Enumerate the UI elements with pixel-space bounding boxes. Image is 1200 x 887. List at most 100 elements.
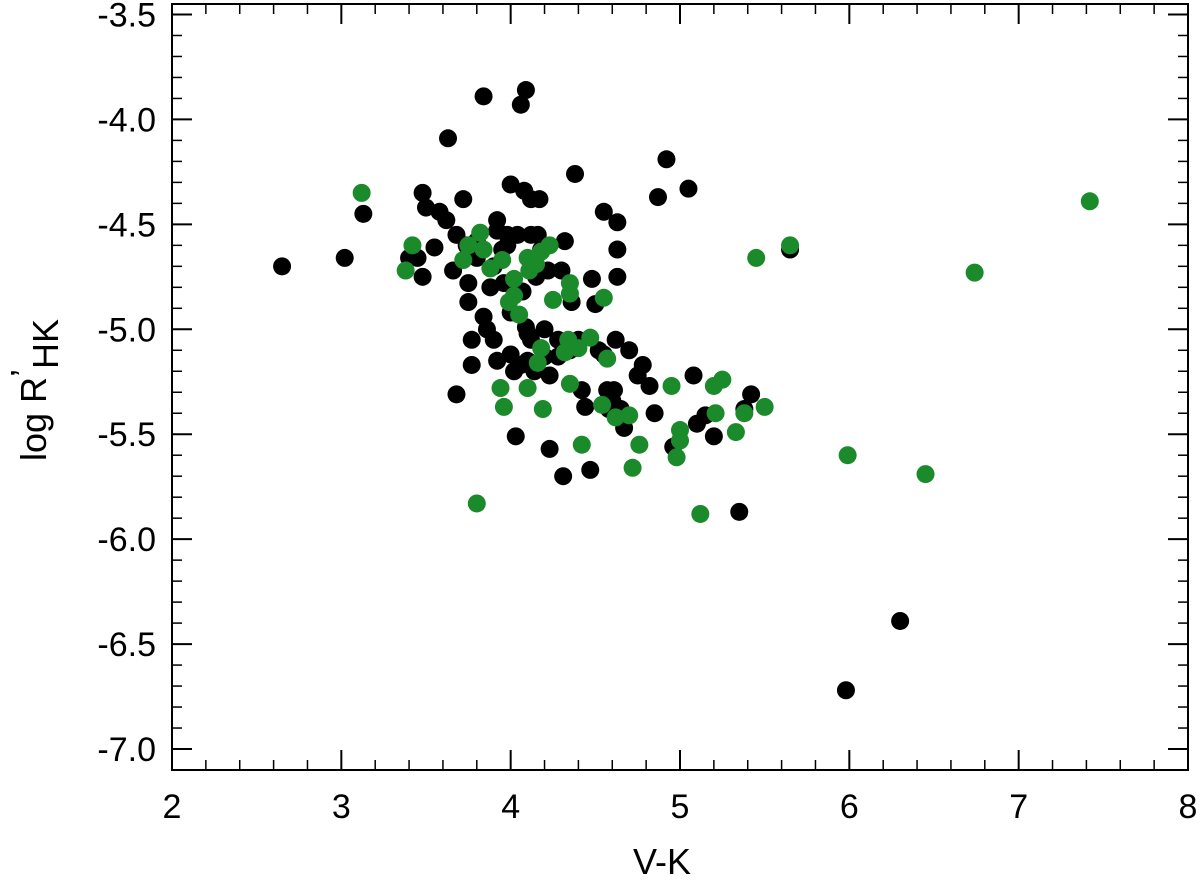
black-data-point — [742, 385, 761, 404]
black-data-point — [836, 681, 855, 700]
x-tick-label: 6 — [840, 788, 859, 826]
black-data-point — [594, 202, 613, 221]
black-data-point — [437, 211, 456, 230]
black-data-point — [576, 397, 595, 416]
black-data-point — [582, 269, 601, 288]
x-axis-title: V-K — [633, 841, 691, 882]
x-tick-label: 8 — [1179, 788, 1198, 826]
black-data-point — [481, 278, 500, 297]
black-data-point — [566, 164, 585, 183]
y-axis-title-sub: HK — [25, 319, 66, 369]
black-data-point — [508, 225, 527, 244]
black-data-point — [474, 87, 493, 106]
green-data-point — [471, 223, 490, 242]
y-tick-label: -7.0 — [97, 731, 156, 769]
black-data-point — [679, 179, 698, 198]
black-data-point — [604, 381, 623, 400]
y-tick-label: -5.0 — [97, 311, 156, 349]
y-axis-title: log R’HK — [3, 319, 66, 461]
green-data-point — [528, 353, 547, 372]
black-data-point — [891, 611, 910, 630]
green-data-point — [755, 397, 774, 416]
green-data-point — [747, 248, 766, 267]
green-data-point — [544, 290, 562, 309]
black-data-point — [704, 427, 723, 446]
green-data-point — [540, 236, 559, 255]
axis-ticks — [171, 4, 1189, 771]
black-data-point — [552, 261, 571, 280]
green-data-point — [493, 251, 512, 270]
green-data-point — [505, 286, 524, 305]
x-tick-label: 7 — [1009, 788, 1028, 826]
green-data-point — [467, 494, 486, 513]
y-axis-title-main: log R — [13, 377, 54, 461]
black-data-point — [528, 225, 547, 244]
black-data-point — [555, 232, 574, 251]
green-data-point — [713, 370, 732, 389]
black-data-point — [608, 213, 627, 232]
black-data-point — [425, 238, 444, 257]
green-data-point — [403, 236, 422, 255]
black-data-point — [554, 467, 573, 486]
x-tick-label: 4 — [501, 788, 520, 826]
y-tick-label: -6.5 — [97, 626, 156, 664]
data-points — [273, 81, 1099, 700]
green-data-point — [454, 251, 473, 270]
black-data-point — [354, 204, 373, 223]
black-data-point — [640, 376, 659, 395]
black-data-point — [606, 330, 625, 349]
y-tick-label: -6.0 — [97, 521, 156, 559]
black-data-point — [459, 293, 478, 312]
green-data-point — [1080, 192, 1099, 211]
y-tick-label: -5.5 — [97, 416, 156, 454]
green-data-point — [510, 305, 529, 324]
green-data-point — [532, 339, 551, 358]
green-data-point — [735, 404, 754, 423]
black-data-point — [633, 355, 652, 374]
black-data-point — [730, 502, 749, 521]
black-data-point — [535, 320, 554, 339]
black-data-point — [648, 188, 667, 207]
green-data-point — [593, 395, 612, 414]
y-axis-title-prime: ’ — [3, 369, 44, 377]
green-data-point — [706, 404, 725, 423]
green-data-point — [781, 236, 800, 255]
x-tick-label: 3 — [332, 788, 351, 826]
black-data-point — [511, 95, 530, 114]
green-data-point — [623, 458, 642, 477]
black-data-point — [530, 190, 549, 209]
black-data-point — [657, 150, 676, 169]
green-data-point — [726, 423, 745, 442]
black-data-point — [488, 351, 507, 370]
x-tick-label: 5 — [671, 788, 690, 826]
green-data-point — [691, 504, 710, 523]
green-data-point — [560, 374, 579, 393]
black-data-point — [459, 274, 478, 293]
y-tick-label: -3.5 — [97, 0, 156, 34]
black-data-point — [684, 366, 703, 385]
green-data-point — [352, 183, 371, 202]
green-data-point — [518, 379, 537, 398]
black-data-point — [608, 240, 627, 259]
green-data-point — [494, 397, 513, 416]
black-data-point — [413, 183, 432, 202]
black-data-point — [462, 355, 481, 374]
black-data-point — [581, 460, 600, 479]
black-data-point — [454, 190, 473, 209]
green-data-point — [598, 349, 617, 368]
black-data-point — [501, 175, 520, 194]
black-data-point — [439, 129, 458, 148]
green-data-point — [459, 236, 478, 255]
y-tick-label: -4.0 — [97, 101, 156, 139]
green-data-point — [965, 263, 984, 282]
green-data-point — [505, 269, 524, 288]
green-data-point — [581, 328, 600, 347]
black-data-point — [645, 404, 664, 423]
black-data-point — [608, 267, 627, 286]
green-data-point — [560, 284, 579, 303]
green-data-point — [916, 465, 935, 484]
green-data-point — [491, 379, 510, 398]
green-data-point — [474, 240, 493, 259]
black-data-point — [447, 385, 466, 404]
